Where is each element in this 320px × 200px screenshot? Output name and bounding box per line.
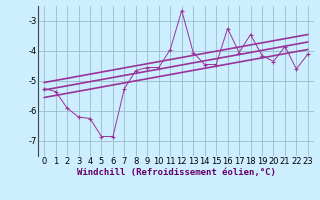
X-axis label: Windchill (Refroidissement éolien,°C): Windchill (Refroidissement éolien,°C) <box>76 168 276 177</box>
